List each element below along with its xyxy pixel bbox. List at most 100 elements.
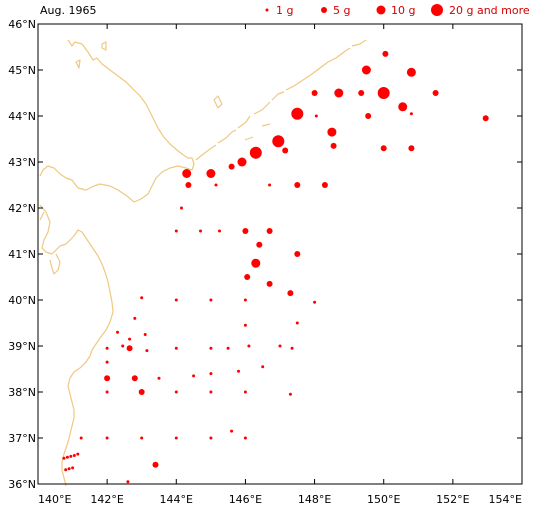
y-tick-label: 44°N xyxy=(8,110,36,123)
x-tick-label: 144°E xyxy=(160,493,193,506)
y-tick-label: 37°N xyxy=(8,432,36,445)
catch-point xyxy=(287,290,294,297)
catch-point xyxy=(398,102,408,112)
catch-point xyxy=(228,163,235,170)
catch-points xyxy=(62,50,489,484)
catch-point xyxy=(243,436,247,440)
axis-tick-labels: 140°E 142°E 144°E 146°E 148°E 150°E 152°E 154°E… xyxy=(8,18,522,506)
catch-point xyxy=(209,346,213,350)
x-tick-label: 154°E xyxy=(489,493,522,506)
catch-point xyxy=(209,436,213,440)
catch-point xyxy=(406,67,416,77)
catch-point xyxy=(140,436,144,440)
catch-point xyxy=(382,50,389,57)
catch-point xyxy=(226,346,230,350)
catch-point xyxy=(358,90,365,96)
catch-point xyxy=(288,392,292,396)
legend-marker-10g xyxy=(376,5,386,15)
catch-point xyxy=(313,300,317,304)
catch-point xyxy=(295,321,299,325)
catch-point xyxy=(105,346,109,350)
catch-point xyxy=(365,113,372,119)
catch-point xyxy=(157,376,161,380)
catch-point xyxy=(237,157,247,167)
catch-point xyxy=(180,206,183,210)
y-tick-label: 42°N xyxy=(8,202,36,215)
catch-point xyxy=(247,344,251,348)
catch-point xyxy=(243,390,247,394)
catch-point xyxy=(105,360,109,364)
catch-point xyxy=(65,455,69,459)
catch-point xyxy=(126,345,133,352)
catch-point xyxy=(294,251,301,257)
y-tick-label: 45°N xyxy=(8,64,36,77)
catch-point xyxy=(104,375,111,382)
catch-point xyxy=(121,344,125,348)
catch-point xyxy=(237,369,240,373)
catch-point xyxy=(268,183,272,187)
catch-point xyxy=(408,145,415,152)
legend-marker-20g xyxy=(431,4,443,16)
legend-label-10g: 10 g xyxy=(391,4,415,17)
catch-point xyxy=(105,436,109,440)
catch-point xyxy=(327,127,337,137)
catch-point xyxy=(321,182,328,188)
catch-point xyxy=(278,344,282,348)
catch-point xyxy=(185,182,192,188)
catch-point xyxy=(311,90,318,96)
catch-point xyxy=(69,454,73,458)
coastline xyxy=(39,39,367,487)
catch-point xyxy=(256,241,263,248)
catch-point xyxy=(140,296,144,300)
y-tick-label: 40°N xyxy=(8,294,36,307)
catch-point xyxy=(244,274,251,280)
legend: 1 g 5 g 10 g 20 g and more xyxy=(265,4,530,17)
catch-point xyxy=(482,115,489,122)
catch-point xyxy=(214,183,218,187)
catch-point xyxy=(64,468,68,472)
catch-point xyxy=(380,145,387,152)
catch-point xyxy=(192,374,196,378)
catch-point xyxy=(314,114,318,118)
legend-marker-1g xyxy=(265,8,269,12)
catch-point xyxy=(174,346,178,350)
catch-point xyxy=(242,228,249,234)
catch-point xyxy=(294,182,301,188)
catch-point xyxy=(116,330,119,334)
catch-point xyxy=(145,349,149,353)
y-tick-label: 38°N xyxy=(8,386,36,399)
catch-point xyxy=(209,390,213,394)
catch-point xyxy=(266,228,273,234)
catch-point xyxy=(62,456,66,460)
catch-point xyxy=(249,146,262,159)
x-tick-label: 148°E xyxy=(298,493,331,506)
catch-point xyxy=(128,337,132,341)
x-tick-label: 150°E xyxy=(367,493,400,506)
catch-point xyxy=(206,169,216,178)
map-title: Aug. 1965 xyxy=(40,4,96,17)
catch-point xyxy=(261,365,265,369)
legend-label-1g: 1 g xyxy=(276,4,293,17)
catch-point xyxy=(79,436,83,440)
y-tick-label: 41°N xyxy=(8,248,36,261)
catch-point xyxy=(143,333,147,336)
catch-point xyxy=(432,90,439,96)
catch-point xyxy=(76,452,80,456)
catch-point xyxy=(138,389,145,395)
catch-point xyxy=(209,372,213,376)
catch-point xyxy=(152,461,159,468)
x-tick-label: 146°E xyxy=(229,493,262,506)
catch-point xyxy=(133,316,137,320)
catch-point xyxy=(282,147,289,154)
catch-point xyxy=(174,436,178,440)
catch-point xyxy=(243,298,247,302)
catch-point xyxy=(131,375,138,382)
catch-point xyxy=(67,467,71,471)
catch-point xyxy=(174,229,178,233)
y-tick-label: 46°N xyxy=(8,18,36,31)
legend-marker-5g xyxy=(321,7,327,13)
catch-point xyxy=(290,346,294,350)
catch-point xyxy=(209,298,213,302)
catch-point xyxy=(174,390,178,394)
catch-point xyxy=(199,229,202,233)
